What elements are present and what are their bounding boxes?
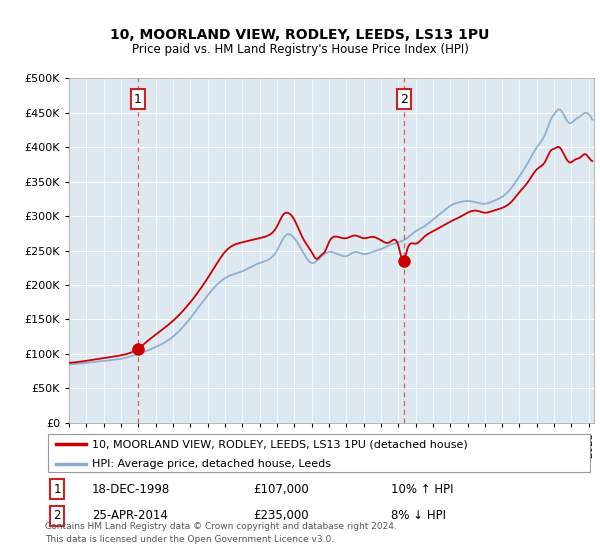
- Text: 8% ↓ HPI: 8% ↓ HPI: [391, 510, 446, 522]
- Text: 25-APR-2014: 25-APR-2014: [92, 510, 167, 522]
- Text: 2: 2: [400, 92, 407, 106]
- Text: 10, MOORLAND VIEW, RODLEY, LEEDS, LS13 1PU: 10, MOORLAND VIEW, RODLEY, LEEDS, LS13 1…: [110, 28, 490, 42]
- Text: Price paid vs. HM Land Registry's House Price Index (HPI): Price paid vs. HM Land Registry's House …: [131, 43, 469, 56]
- Text: HPI: Average price, detached house, Leeds: HPI: Average price, detached house, Leed…: [92, 459, 331, 469]
- Text: 1: 1: [53, 483, 61, 496]
- Text: 10% ↑ HPI: 10% ↑ HPI: [391, 483, 454, 496]
- Text: 1: 1: [134, 92, 142, 106]
- Text: Contains HM Land Registry data © Crown copyright and database right 2024.: Contains HM Land Registry data © Crown c…: [45, 522, 397, 531]
- Text: 18-DEC-1998: 18-DEC-1998: [92, 483, 170, 496]
- FancyBboxPatch shape: [48, 435, 590, 472]
- Text: 2: 2: [53, 510, 61, 522]
- Text: £235,000: £235,000: [254, 510, 309, 522]
- Text: £107,000: £107,000: [254, 483, 310, 496]
- Text: 10, MOORLAND VIEW, RODLEY, LEEDS, LS13 1PU (detached house): 10, MOORLAND VIEW, RODLEY, LEEDS, LS13 1…: [92, 439, 467, 449]
- Text: This data is licensed under the Open Government Licence v3.0.: This data is licensed under the Open Gov…: [45, 534, 334, 544]
